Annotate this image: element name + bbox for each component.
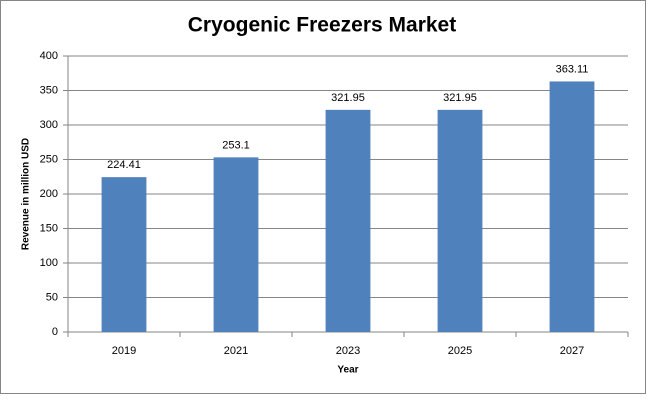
y-tick-label: 50 — [46, 291, 58, 303]
x-tick-label: 2027 — [560, 345, 584, 357]
y-tick-label: 200 — [40, 188, 58, 200]
data-label: 224.41 — [107, 159, 141, 171]
y-tick-label: 350 — [40, 84, 58, 96]
x-tick-label: 2019 — [112, 345, 136, 357]
data-label: 321.95 — [443, 92, 477, 104]
x-tick-label: 2025 — [448, 345, 472, 357]
bar — [325, 109, 371, 333]
x-tick-label: 2021 — [224, 345, 248, 357]
x-axis-title: Year — [337, 365, 358, 376]
data-label: 253.1 — [222, 139, 250, 151]
y-tick-label: 250 — [40, 153, 58, 165]
y-tick-label: 300 — [40, 119, 58, 131]
y-tick-label: 100 — [40, 257, 58, 269]
bar — [437, 109, 483, 333]
y-tick-label: 0 — [52, 326, 58, 338]
y-axis-title: Revenue in million USD — [21, 138, 32, 250]
chart-title: Cryogenic Freezers Market — [188, 14, 456, 37]
data-label: 363.11 — [556, 63, 589, 75]
bar — [549, 81, 595, 332]
y-tick-label: 150 — [40, 222, 58, 234]
bar — [101, 177, 147, 332]
bar — [213, 157, 259, 332]
y-tick-label: 400 — [40, 50, 58, 62]
data-label: 321.95 — [331, 92, 365, 104]
x-tick-label: 2023 — [336, 345, 360, 357]
